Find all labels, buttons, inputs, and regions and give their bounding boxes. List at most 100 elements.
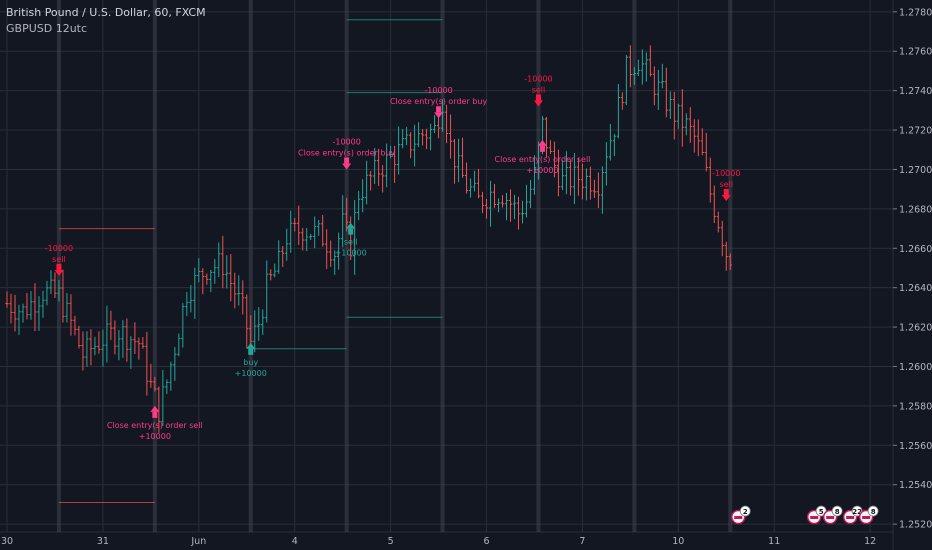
price-tick-label: 1.2620 xyxy=(899,323,932,334)
price-axis[interactable]: 1.2780 1.2760 1.2740 1.2720 1.2700 1.2680 1.26… xyxy=(893,0,932,550)
time-tick-label: 6 xyxy=(483,536,489,547)
badge-count: 5 xyxy=(819,508,824,516)
range-lines xyxy=(58,19,443,503)
signal-label: -10000 xyxy=(524,74,552,83)
signal-label: Close entry(s) order sell xyxy=(495,155,591,164)
signal-label: -10000 xyxy=(45,244,73,253)
session-break-band xyxy=(152,0,157,532)
flag-stripe-icon xyxy=(862,516,871,519)
chart-title: British Pound / U.S. Dollar, 60, FXCM xyxy=(6,6,206,19)
price-tick-label: 1.2780 xyxy=(899,7,932,18)
session-break-band xyxy=(632,0,637,532)
signal-label: sell xyxy=(532,85,546,94)
signal-arrow-up-icon xyxy=(346,222,356,229)
signal-arrow-down-icon xyxy=(533,100,543,107)
event-badge: 2 xyxy=(731,505,751,525)
signal-sell: -10000 sell xyxy=(45,244,73,276)
signal-label: Close entry(s) order sell xyxy=(107,421,203,430)
signal-arrow-up-icon xyxy=(150,405,160,412)
signal-label: +10000 xyxy=(526,166,558,175)
signal-sell: -10000 sell xyxy=(524,74,553,107)
signal-arrow-shaft xyxy=(248,348,254,355)
indicator-label[interactable]: GBPUSD 12utc xyxy=(6,22,88,35)
flag-stripe-icon xyxy=(810,516,819,519)
badge-count-bubble xyxy=(867,505,879,517)
signal-label: +10000 xyxy=(335,249,367,258)
badge-count: 22 xyxy=(852,508,862,516)
price-tick-label: 1.2560 xyxy=(899,441,932,452)
badge-count: 8 xyxy=(835,508,840,516)
price-tick-label: 1.2600 xyxy=(899,362,932,373)
price-tick-label: 1.2740 xyxy=(899,86,932,97)
time-tick-label: 31 xyxy=(97,536,109,547)
event-badges[interactable]: 2 5 8 22 8 xyxy=(731,505,879,525)
signal-label: Close entry(s) order buy xyxy=(298,148,395,157)
signal-sell: -10000 sell xyxy=(712,169,740,201)
price-tick-label: 1.2640 xyxy=(899,283,932,294)
time-tick-label: 4 xyxy=(292,536,298,547)
session-break-band xyxy=(536,0,541,532)
signal-arrow-shaft xyxy=(539,145,545,152)
signal-label: sell xyxy=(720,180,734,189)
time-tick-label: 30 xyxy=(1,536,13,547)
price-axis-background xyxy=(894,0,932,550)
price-tick-label: 1.2580 xyxy=(899,401,932,412)
time-tick-label: 7 xyxy=(579,536,585,547)
flag-stripe-icon xyxy=(846,516,855,519)
signal-arrow-down-icon xyxy=(721,194,731,201)
session-break-band xyxy=(344,0,349,532)
time-tick-label: 5 xyxy=(388,536,394,547)
signal-arrow-up-icon xyxy=(246,342,256,349)
badge-count-bubble xyxy=(831,505,843,517)
signal-sell-close: -10000 Close entry(s) order buy xyxy=(390,86,487,119)
signal-buy: sell +10000 xyxy=(335,222,367,258)
signal-label: Close entry(s) order buy xyxy=(390,97,487,106)
time-tick-label: Jun xyxy=(190,536,206,547)
flag-stripe-icon xyxy=(826,516,835,519)
signal-label: +10000 xyxy=(139,432,171,441)
price-tick-label: 1.2540 xyxy=(899,480,932,491)
signal-arrow-shaft xyxy=(723,188,729,195)
time-tick-label: 11 xyxy=(768,536,780,547)
price-tick-label: 1.2720 xyxy=(899,126,932,137)
signal-arrow-shaft xyxy=(152,411,158,418)
signal-buy: buy +10000 xyxy=(235,342,267,378)
signal-arrow-shaft xyxy=(56,263,62,270)
time-tick-label: 10 xyxy=(672,536,684,547)
strategy-signals: -10000 sell Close entry(s) order sell +1000… xyxy=(45,74,741,440)
badge-count-bubble xyxy=(739,505,751,517)
badge-count: 8 xyxy=(871,508,876,516)
price-tick-label: 1.2520 xyxy=(899,520,932,531)
time-tick-label: 12 xyxy=(864,536,876,547)
signal-label: sell xyxy=(344,238,358,247)
event-badge: 8 xyxy=(858,505,879,525)
signal-arrow-shaft xyxy=(344,157,350,164)
price-tick-label: 1.2660 xyxy=(899,244,932,255)
price-tick-label: 1.2700 xyxy=(899,165,932,176)
signal-label: +10000 xyxy=(235,369,267,378)
signal-label: -10000 xyxy=(332,137,360,146)
signal-arrow-shaft xyxy=(436,106,442,113)
signal-arrow-up-icon xyxy=(537,139,547,146)
signal-arrow-down-icon xyxy=(434,112,444,119)
badge-count: 2 xyxy=(743,508,748,516)
price-tick-label: 1.2680 xyxy=(899,204,932,215)
signal-label: -10000 xyxy=(712,169,740,178)
signal-arrow-shaft xyxy=(535,94,541,101)
ohlc-bars xyxy=(5,45,732,433)
signal-buy-close: Close entry(s) order sell +10000 xyxy=(107,405,203,441)
signal-sell-close: -10000 Close entry(s) order buy xyxy=(298,137,396,170)
signal-label: -10000 xyxy=(424,86,452,95)
signal-label: sell xyxy=(52,255,66,264)
time-axis[interactable]: 30 31 Jun 4 5 6 7 10 11 12 xyxy=(1,536,876,547)
signal-arrow-down-icon xyxy=(54,269,64,276)
event-badge: 22 xyxy=(842,505,863,525)
flag-stripe-icon xyxy=(734,516,743,519)
signal-arrow-shaft xyxy=(348,228,354,235)
event-badge: 8 xyxy=(822,505,843,525)
price-tick-label: 1.2760 xyxy=(899,47,932,58)
session-break-band xyxy=(440,0,445,532)
